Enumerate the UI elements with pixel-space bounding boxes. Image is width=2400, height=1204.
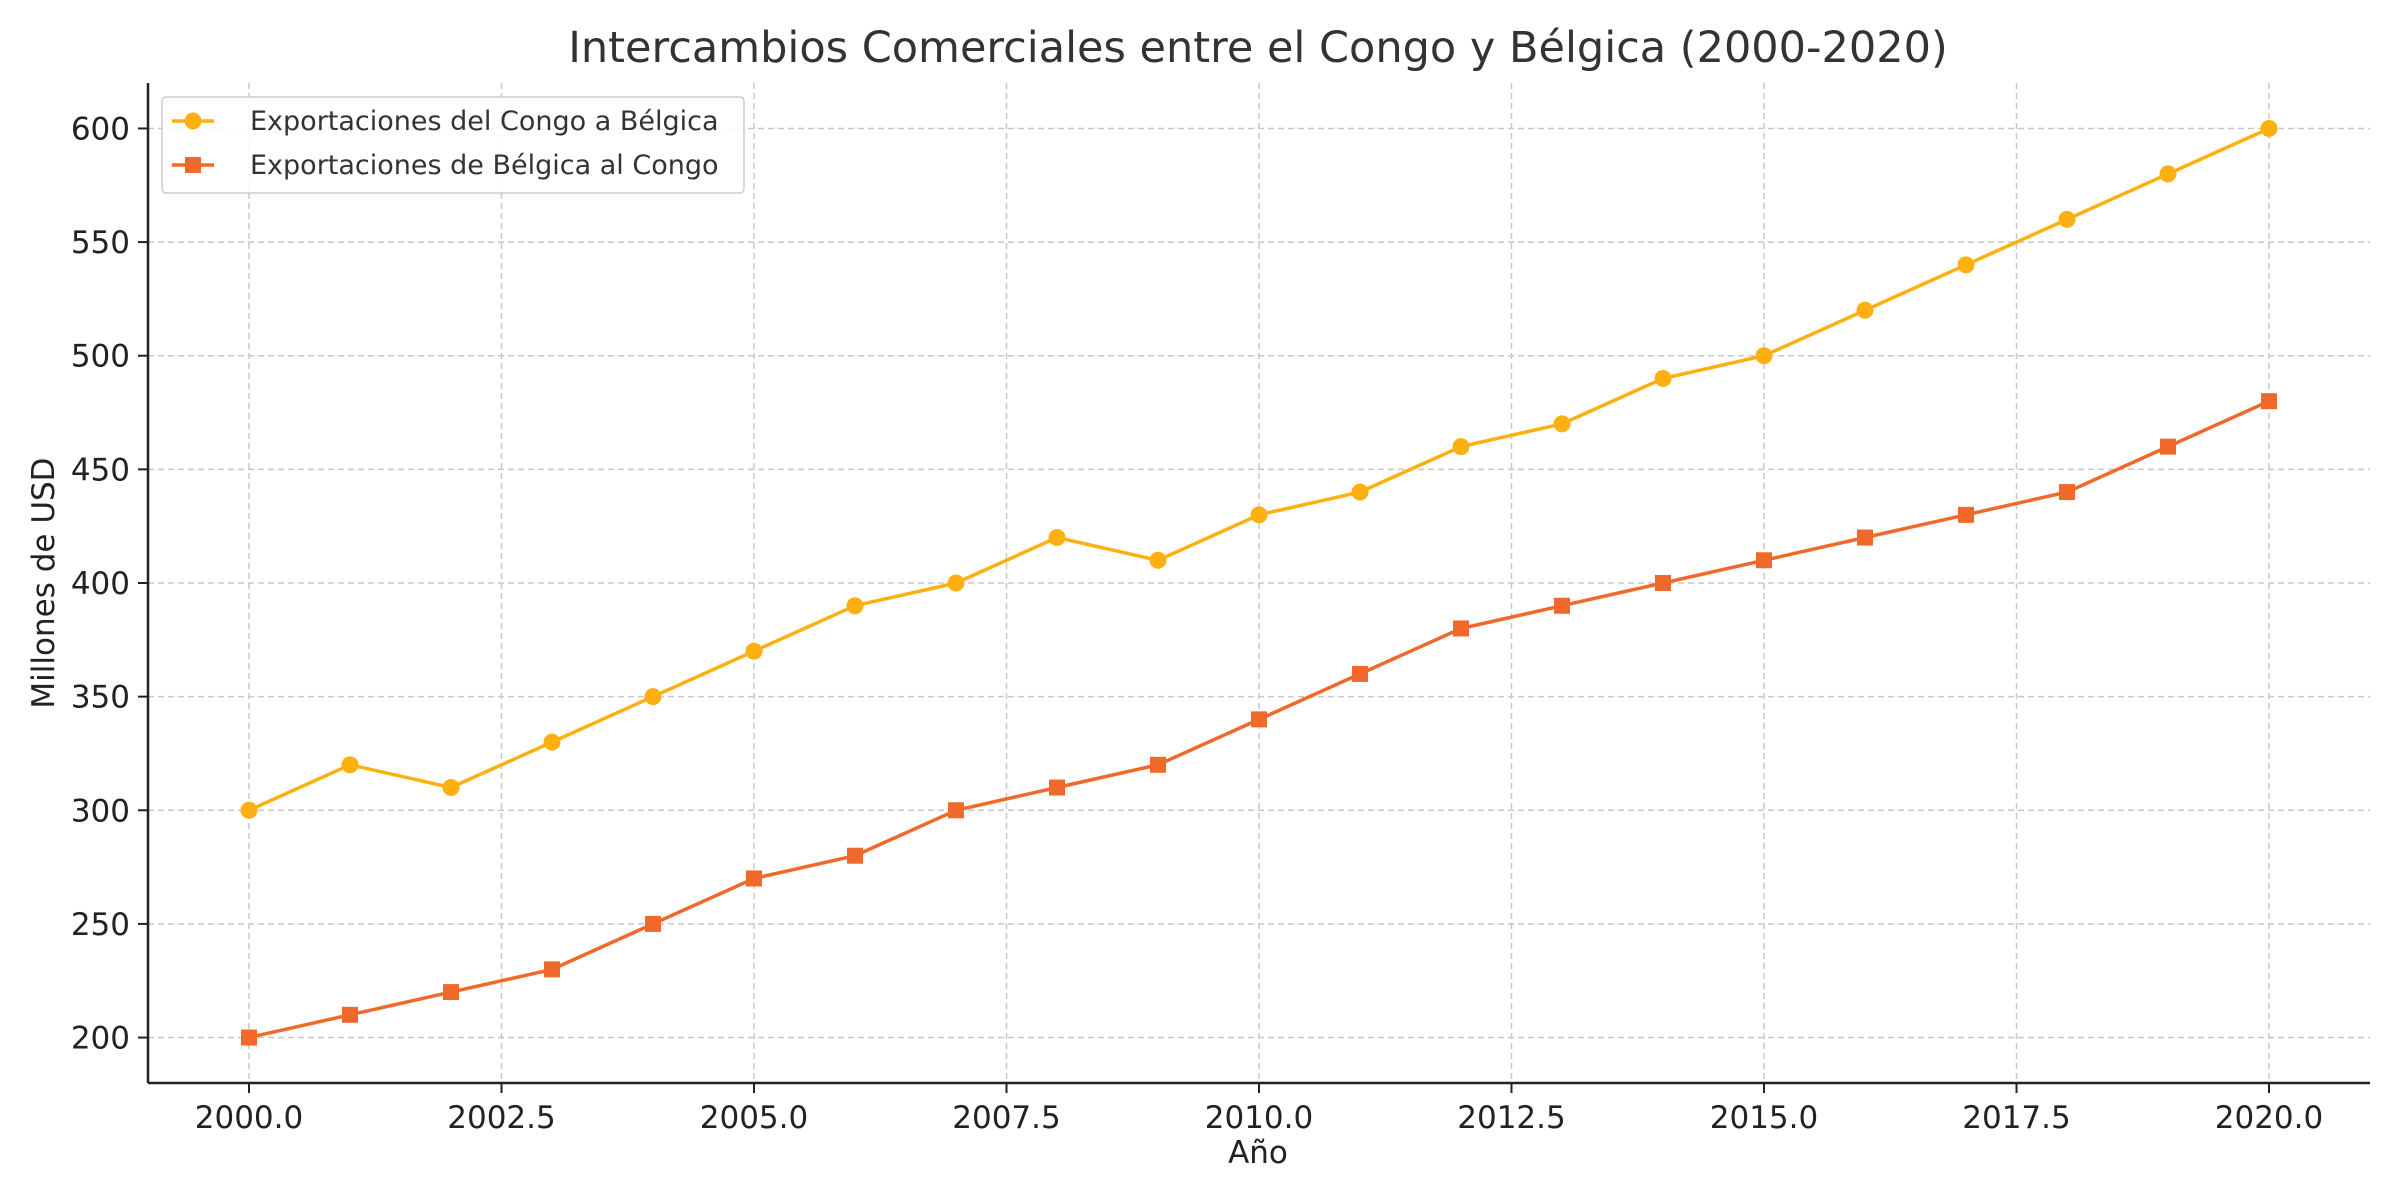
data-point [1452,438,1470,456]
data-point [443,984,459,1001]
data-point [947,574,965,592]
y-tick-label: 250 [71,907,130,943]
y-tick-label: 450 [71,452,130,488]
data-point [2160,438,2176,455]
data-point [1352,665,1368,682]
x-tick-label: 2017.5 [1962,1100,2070,1136]
data-point [746,870,762,887]
x-tick-label: 2007.5 [952,1100,1060,1136]
data-point [645,915,661,932]
data-point [2159,165,2177,183]
chart-title: Intercambios Comerciales entre el Congo … [568,23,1948,73]
data-point [543,733,561,751]
x-tick-label: 2015.0 [1710,1100,1818,1136]
y-tick-label: 400 [71,566,130,602]
data-point [1453,620,1469,637]
data-point [442,779,460,797]
data-point [1553,415,1571,433]
legend-entry: Exportaciones de Bélgica al Congo [172,150,719,181]
x-tick-label: 2012.5 [1457,1100,1565,1136]
y-tick-label: 350 [71,680,130,716]
legend-entry: Exportaciones del Congo a Bélgica [172,106,719,137]
data-point [1756,552,1772,569]
axes: 2000.0 2002.5 2005.0 2007.5 2010.0 2012.5 2015… [71,83,2370,1136]
y-tick-label: 550 [71,225,130,261]
legend-marker [185,157,201,173]
series-group [240,119,2278,1046]
legend: Exportaciones del Congo a Bélgica Exporta… [161,96,745,194]
y-tick-label: 600 [71,111,130,147]
data-point [341,756,359,774]
y-tick-label: 500 [71,339,130,375]
data-point [1250,506,1268,524]
data-point [2261,393,2277,410]
data-point [1251,711,1267,728]
data-point [240,801,258,819]
data-point [644,688,662,706]
data-point [342,1006,358,1023]
data-point [1654,369,1672,387]
data-point [745,642,763,660]
data-point [1856,301,1874,319]
data-point [2059,484,2075,501]
x-tick-label: 2000.0 [195,1100,303,1136]
data-point [1755,347,1773,365]
x-tick-label: 2002.5 [447,1100,555,1136]
data-point [2260,119,2278,137]
data-point [1857,529,1873,546]
data-point [948,802,964,819]
data-point [1655,575,1671,591]
data-point [1554,597,1570,614]
x-tick-label: 2020.0 [2215,1100,2323,1136]
x-axis-label: Año [1228,1135,1288,1171]
data-point [1957,256,1975,274]
y-axis-label: Millones de USD [26,457,62,708]
x-tick-label: 2010.0 [1205,1100,1313,1136]
grid [148,83,2370,1083]
series-2 [241,393,2277,1046]
legend-label: Exportaciones de Bélgica al Congo [250,150,719,181]
data-point [1150,756,1166,773]
data-point [846,597,864,615]
data-point [2058,210,2076,228]
data-point [241,1029,257,1046]
x-tick-label: 2005.0 [700,1100,808,1136]
legend-marker [184,112,202,130]
data-point [1048,529,1066,547]
data-point [847,847,863,864]
data-point [1049,779,1065,796]
data-point [544,961,560,978]
series-1 [240,119,2278,819]
legend-label: Exportaciones del Congo a Bélgica [250,106,719,137]
legend-box [161,96,745,194]
data-point [1351,483,1369,501]
y-tick-label: 200 [71,1021,130,1057]
data-point [1958,506,1974,523]
data-point [1149,551,1167,569]
y-tick-label: 300 [71,793,130,829]
labels: Intercambios Comerciales entre el Congo … [26,23,1948,1171]
